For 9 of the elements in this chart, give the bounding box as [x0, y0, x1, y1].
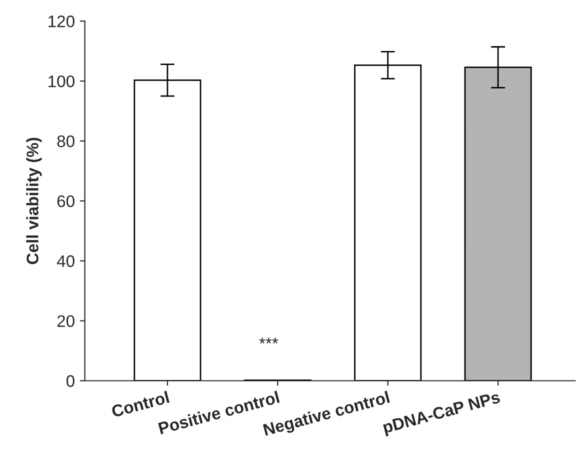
- y-axis-title: Cell viability (%): [26, 138, 42, 264]
- annotation: ***: [259, 338, 278, 344]
- y-tick-label: 120: [48, 16, 74, 28]
- y-tick-label: 40: [56, 255, 74, 268]
- y-tick-label: 0: [66, 375, 74, 387]
- y-tick-label: 80: [57, 135, 74, 148]
- y-tick-label: 20: [57, 315, 74, 328]
- y-tick-label: 100: [48, 75, 74, 88]
- y-tick-label: 60: [57, 195, 74, 208]
